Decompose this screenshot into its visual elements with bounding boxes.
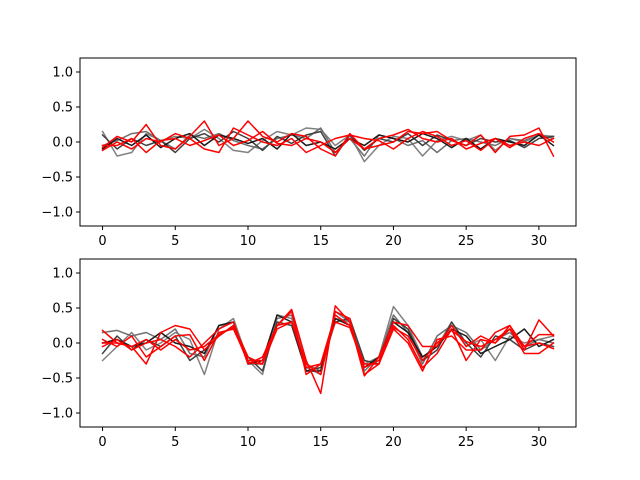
- top-axes: 0 5 10 15 20 25 30 −1.0 −0.5 0.0 0.5 1.0: [41, 57, 577, 249]
- x-tick-label: 25: [458, 234, 475, 249]
- bottom-axes: 0 5 10 15 20 25 30 −1.0 −0.5 0.0 0.5 1.0: [41, 258, 577, 450]
- y-tick-label: 0.5: [52, 302, 73, 317]
- y-tick-label: 0.0: [52, 337, 73, 352]
- y-tick-label: −1.0: [41, 407, 73, 422]
- x-tick-label: 5: [171, 435, 179, 450]
- x-tick-label: 0: [98, 234, 106, 249]
- x-tick-label: 10: [240, 234, 257, 249]
- x-tick-label: 15: [312, 234, 329, 249]
- x-tick-label: 25: [458, 435, 475, 450]
- y-tick-label: 1.0: [52, 66, 73, 81]
- y-tick-label: 1.0: [52, 267, 73, 282]
- series-lines: [101, 305, 555, 395]
- series-lines: [101, 120, 555, 163]
- series-line-6: [101, 127, 555, 154]
- y-tick-label: −0.5: [41, 372, 73, 387]
- series-line-4: [101, 132, 555, 151]
- x-tick-label: 5: [171, 234, 179, 249]
- y-tick-label: 0.0: [52, 136, 73, 151]
- y-tick-label: 0.5: [52, 101, 73, 116]
- series-line-7: [101, 128, 555, 154]
- series-line-8: [101, 321, 555, 369]
- y-tick-label: −0.5: [41, 171, 73, 186]
- x-tick-label: 15: [312, 435, 329, 450]
- series-line-3: [101, 130, 555, 157]
- x-tick-label: 20: [385, 435, 402, 450]
- series-line-5: [101, 120, 555, 158]
- x-tick-label: 30: [531, 234, 548, 249]
- x-tick-label: 30: [531, 435, 548, 450]
- y-tick-label: −1.0: [41, 206, 73, 221]
- x-tick-label: 0: [98, 435, 106, 450]
- x-tick-label: 10: [240, 435, 257, 450]
- series-line-5: [101, 305, 555, 395]
- series-line-7: [101, 310, 555, 376]
- x-tick-label: 20: [385, 234, 402, 249]
